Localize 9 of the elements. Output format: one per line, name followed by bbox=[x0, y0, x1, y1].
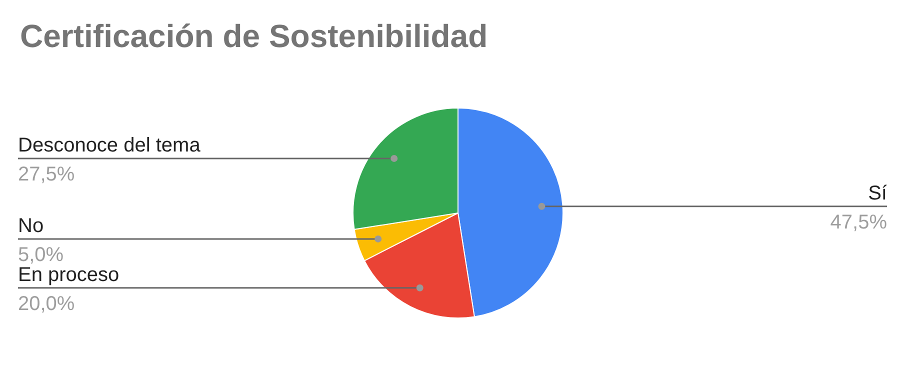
slice-label: Desconoce del tema bbox=[18, 134, 202, 156]
slice-label: No bbox=[18, 214, 44, 237]
chart-title: Certificación de Sostenibilidad bbox=[20, 18, 488, 55]
slice-label: En proceso bbox=[18, 264, 120, 286]
slice-label: Sí bbox=[868, 182, 888, 204]
data-label: 5,0% bbox=[18, 244, 64, 266]
data-label: 20,0% bbox=[18, 292, 75, 315]
data-label: 47,5% bbox=[830, 211, 888, 234]
data-label: 27,5% bbox=[18, 163, 75, 186]
